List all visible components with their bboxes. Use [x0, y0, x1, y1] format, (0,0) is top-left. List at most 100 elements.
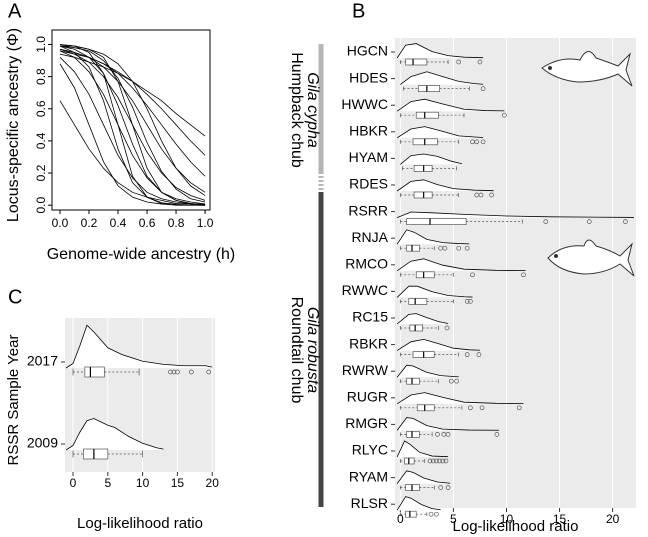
density: [397, 179, 494, 191]
curve: [59, 48, 206, 193]
outlier: [623, 219, 628, 224]
density-line: [396, 417, 500, 431]
y-tick-label: 2009: [27, 435, 58, 451]
box: [83, 448, 109, 460]
curve: [59, 45, 206, 206]
density: [397, 43, 484, 58]
curve: [59, 57, 206, 205]
x-tick-label: 0: [397, 512, 404, 526]
outlier: [443, 458, 449, 464]
density-line: [396, 211, 634, 218]
density-line: [400, 71, 484, 85]
outlier: [438, 485, 444, 490]
x-tick-label: 0.6: [139, 216, 156, 230]
density: [397, 417, 500, 431]
plot-frame: [51, 29, 211, 211]
y-axis-title: Locus-specific ancestry (Φ): [5, 28, 22, 222]
y-tick-label: RWWC: [342, 282, 388, 298]
box: [406, 218, 467, 225]
density-line: [396, 440, 449, 458]
roundtail-latin: Gila robusta: [304, 307, 321, 393]
y-tick-label: RBKR: [349, 335, 388, 351]
density-line: [396, 496, 441, 511]
x-tick-label: 1.0: [197, 216, 214, 230]
x-tick-label: 20: [606, 512, 620, 526]
outlier: [454, 378, 459, 384]
y-tick-label: RWRW: [342, 362, 389, 378]
outlier: [480, 139, 486, 145]
outlier: [477, 59, 483, 65]
y-tick-label: RDES: [349, 176, 388, 192]
outlier: [456, 245, 462, 251]
box: [408, 298, 428, 305]
curve: [59, 48, 206, 177]
y-tick-label: HWWC: [341, 96, 388, 112]
density: [400, 154, 462, 165]
outlier: [445, 432, 451, 437]
curve: [59, 45, 206, 196]
curve: [59, 50, 206, 156]
outlier: [480, 86, 486, 91]
outlier: [464, 245, 470, 251]
x-tick-label: 0.2: [81, 216, 98, 230]
density: [400, 71, 484, 85]
density: [66, 418, 164, 450]
density-line: [65, 324, 213, 369]
outlier: [206, 369, 212, 375]
y-tick-label: HYAM: [349, 149, 388, 165]
density: [397, 470, 451, 484]
density: [397, 365, 459, 378]
x-tick-label: 10: [136, 476, 150, 490]
outlier: [476, 352, 482, 357]
outlier: [440, 458, 446, 464]
y-tick-label: 0.0: [34, 197, 48, 214]
y-tick-label: 2017: [27, 353, 58, 369]
panel-label: B: [352, 0, 365, 22]
curve: [59, 63, 206, 206]
density: [397, 126, 484, 138]
outlier: [479, 405, 485, 411]
outlier: [478, 192, 484, 198]
humpback-label: Humpback chub: [288, 52, 305, 168]
y-tick-label: RMCO: [345, 256, 388, 272]
outlier: [502, 112, 507, 118]
curve: [59, 50, 206, 205]
density-line: [396, 98, 505, 112]
box: [418, 85, 440, 92]
outlier: [437, 458, 442, 464]
y-tick-label: 1.0: [34, 36, 48, 53]
y-tick-label: HBKR: [349, 123, 388, 139]
density-line: [396, 43, 484, 59]
curve: [59, 53, 206, 137]
outlier: [175, 369, 180, 375]
outlier: [521, 272, 526, 278]
density-line: [396, 392, 524, 405]
outlier: [430, 458, 436, 464]
humpback-latin: Gila cypha: [304, 72, 321, 148]
density: [397, 339, 480, 351]
box: [406, 244, 420, 252]
outlier: [428, 511, 434, 517]
x-axis-title: Genome-wide ancestry (h): [47, 246, 236, 263]
box: [406, 377, 420, 385]
y-tick-label: 0.8: [34, 68, 48, 85]
outlier: [456, 59, 462, 65]
outlier: [445, 485, 451, 490]
density-line: [396, 179, 494, 192]
outlier: [464, 299, 470, 304]
box: [416, 404, 435, 412]
density-line: [396, 285, 473, 298]
density: [66, 325, 213, 368]
outlier: [188, 369, 194, 375]
outlier: [442, 245, 448, 251]
density-line: [65, 418, 164, 451]
density-line: [396, 338, 480, 351]
outlier: [516, 405, 522, 411]
density: [397, 441, 449, 457]
box: [405, 58, 428, 66]
y-tick-label: RLYC: [352, 442, 388, 458]
y-tick-label: RYAM: [349, 468, 388, 484]
outlier: [168, 369, 173, 375]
density-line: [396, 313, 449, 325]
